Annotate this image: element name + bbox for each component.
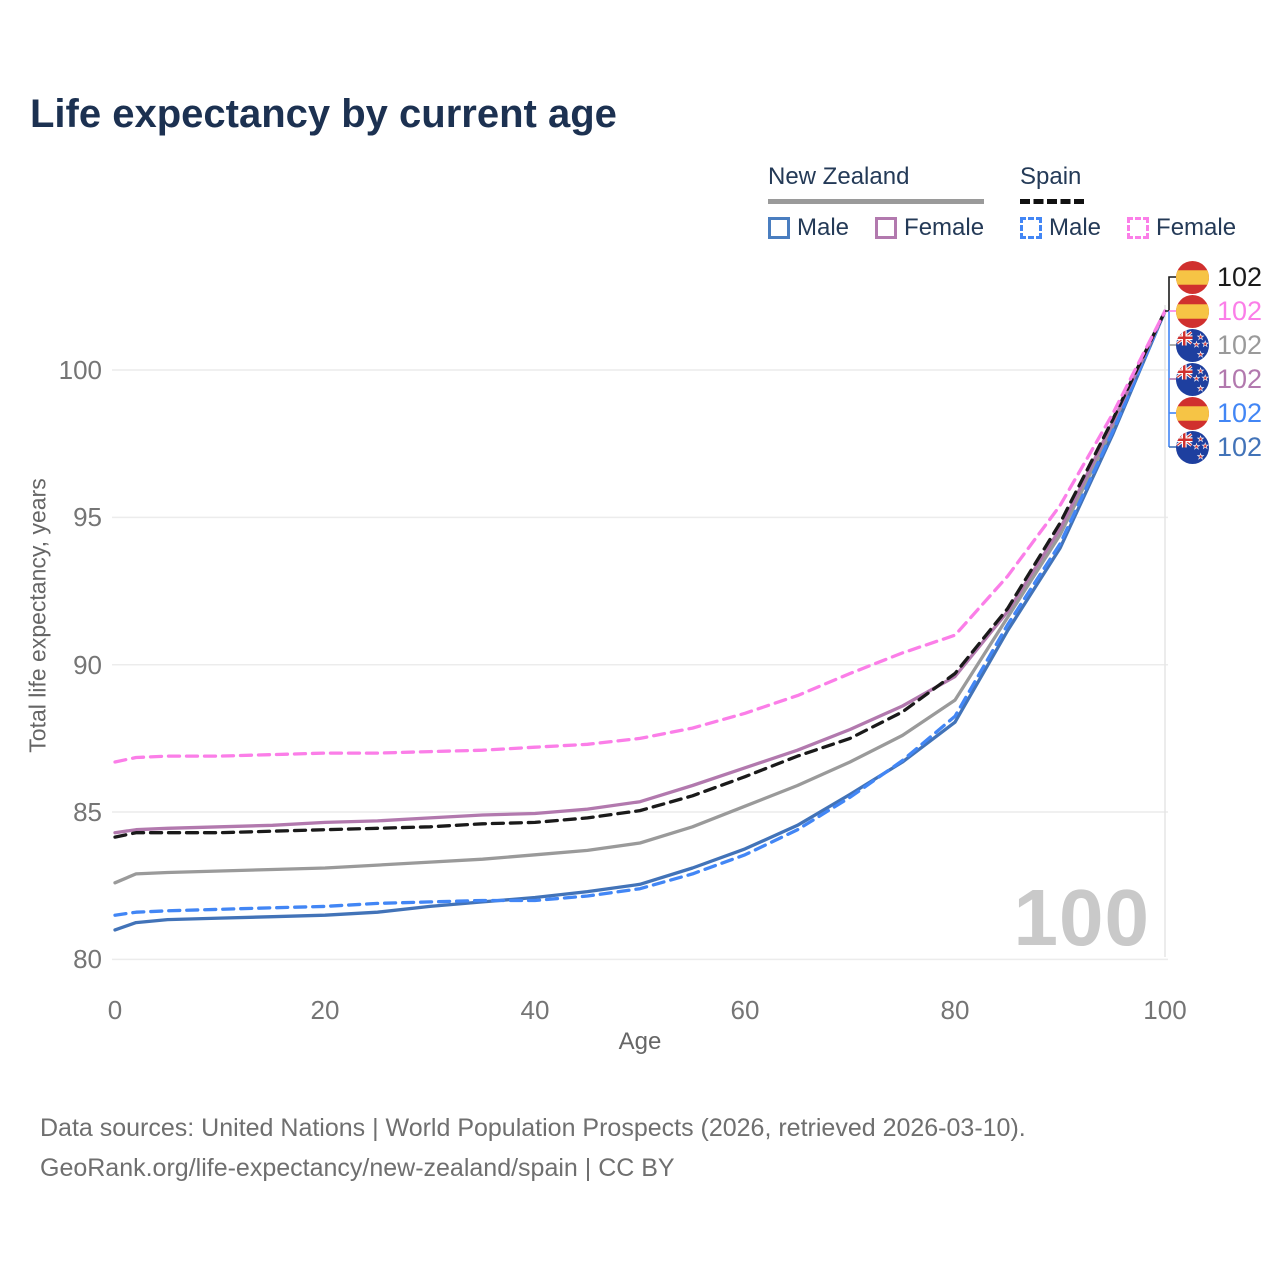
svg-text:★: ★: [1197, 434, 1204, 443]
end-value: 102: [1217, 329, 1263, 360]
series-line-spain-total[interactable]: [113, 309, 1167, 839]
new-zealand-flag-icon: ★★★★: [1176, 328, 1209, 362]
y-tick-label-100: 100: [58, 355, 102, 385]
x-tick-label-60: 60: [730, 995, 760, 1025]
svg-text:★: ★: [1193, 442, 1200, 451]
svg-text:★: ★: [1197, 349, 1204, 358]
svg-text:★: ★: [1197, 366, 1204, 375]
attribution-text[interactable]: GeoRank.org/life-expectancy/new-zealand/…: [40, 1154, 675, 1182]
end-value: 102: [1217, 431, 1263, 462]
nz-male-swatch-icon: [768, 217, 790, 239]
svg-text:★: ★: [1202, 441, 1209, 450]
y-tick-label-80: 80: [73, 944, 102, 975]
spain-female-swatch-icon: [1127, 217, 1150, 239]
footer: Data sources: United Nations | World Pop…: [40, 1108, 1026, 1188]
legend-item-nz-male[interactable]: Male: [768, 214, 849, 242]
x-axis-title: Age: [618, 1028, 662, 1055]
end-value: 102: [1217, 261, 1263, 292]
legend-item-spain-male[interactable]: Male: [1020, 214, 1101, 242]
x-tick-label-100: 100: [1143, 995, 1187, 1025]
nz-female-swatch-icon: [875, 217, 898, 239]
legend-country-spain[interactable]: Spain: [1020, 163, 1082, 190]
end-value: 102: [1217, 397, 1263, 428]
series-line-spain-female[interactable]: [113, 309, 1167, 764]
end-value: 102: [1217, 295, 1263, 326]
spain-male-swatch-icon: [1020, 217, 1042, 239]
page-title: Life expectancy by current age: [30, 92, 617, 136]
end-label-spain-total[interactable]: 102: [1176, 260, 1262, 294]
y-tick-label-90: 90: [73, 649, 102, 680]
end-label-nz-female[interactable]: ★ ★ ★ ★ 102: [1176, 362, 1262, 396]
new-zealand-flag-icon: ★★★★: [1176, 430, 1209, 464]
series-line-nz-male[interactable]: [113, 309, 1167, 932]
legend-item-spain-female[interactable]: Female: [1127, 214, 1236, 242]
svg-text:★: ★: [1193, 374, 1200, 383]
svg-text:★: ★: [1197, 383, 1204, 392]
svg-text:★: ★: [1202, 373, 1209, 382]
svg-text:★: ★: [1193, 340, 1200, 349]
hover-age-watermark: 100: [1013, 873, 1150, 962]
x-tick-label-80: 80: [940, 995, 970, 1025]
svg-text:★: ★: [1202, 339, 1209, 348]
data-sources-text: Data sources: United Nations | World Pop…: [40, 1114, 1026, 1142]
end-label-nz-total[interactable]: ★ ★ ★ ★ 102: [1176, 328, 1262, 362]
spain-flag-icon: [1176, 294, 1209, 328]
x-tick-label-40: 40: [520, 995, 550, 1025]
y-tick-label-85: 85: [73, 797, 102, 828]
new-zealand-flag-icon: ★★★★: [1176, 362, 1209, 396]
end-label-spain-female[interactable]: 102: [1176, 294, 1262, 328]
label-connector: [1165, 276, 1176, 312]
legend-group-spain: Spain Male Female: [1020, 163, 1236, 242]
end-value: 102: [1217, 363, 1263, 394]
svg-text:★: ★: [1197, 451, 1204, 460]
end-label-nz-male[interactable]: ★ ★ ★ ★ 102: [1176, 430, 1262, 464]
legend-group-new-zealand: New Zealand Male Female: [768, 163, 985, 242]
legend-country-new-zealand[interactable]: New Zealand: [768, 163, 910, 190]
series-line-nz-female[interactable]: [113, 309, 1167, 835]
series-line-spain-male[interactable]: [113, 309, 1167, 917]
x-tick-label-20: 20: [310, 995, 340, 1025]
x-tick-label-0: 0: [107, 995, 123, 1025]
legend-item-nz-female[interactable]: Female: [875, 214, 984, 242]
spain-flag-icon: [1176, 396, 1209, 430]
spain-flag-icon: [1176, 260, 1209, 294]
legend-linestyle-spain: [1020, 199, 1084, 204]
y-tick-label-95: 95: [73, 502, 102, 533]
svg-text:★: ★: [1197, 332, 1204, 341]
legend-linestyle-new-zealand: [768, 199, 985, 204]
series-line-nz-total[interactable]: [113, 309, 1167, 885]
end-label-spain-male[interactable]: 102: [1176, 396, 1262, 430]
